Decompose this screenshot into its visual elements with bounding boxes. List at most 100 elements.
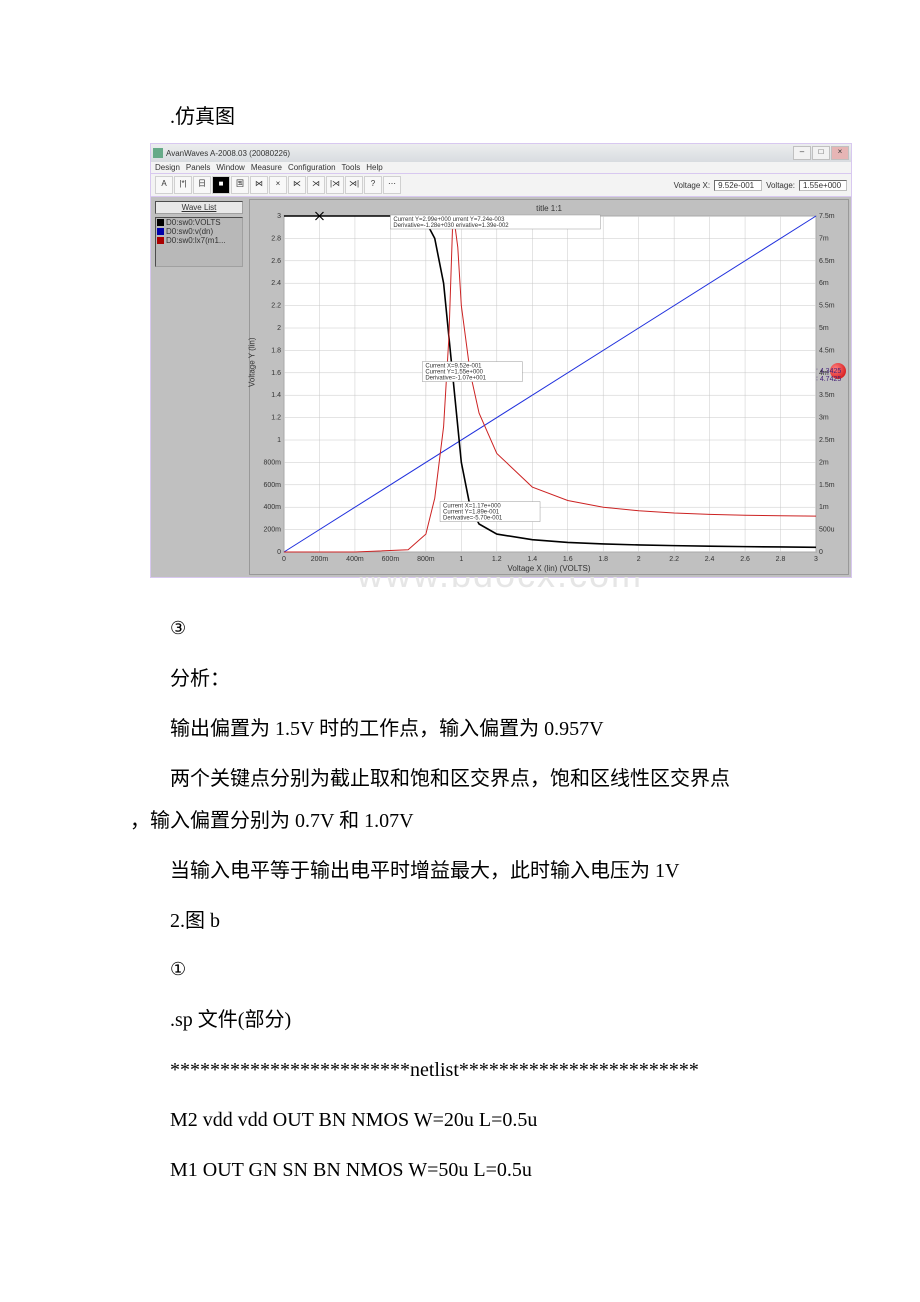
toolbar-btn[interactable]: ⋉ bbox=[288, 176, 306, 194]
svg-text:2.6: 2.6 bbox=[740, 556, 750, 563]
sidebar: Wave List D0:sw0:VOLTS D0:sw0:v(dn) D0:s… bbox=[151, 197, 247, 577]
toolbar-btn[interactable]: |⋊ bbox=[326, 176, 344, 194]
circled-1: ① bbox=[170, 959, 840, 980]
svg-text:2.2: 2.2 bbox=[271, 303, 281, 310]
svg-text:2m: 2m bbox=[819, 459, 829, 466]
svg-text:Derivative=-1.28e+030 erivativ: Derivative=-1.28e+030 erivative=1.39e-00… bbox=[393, 223, 509, 229]
svg-text:2.8: 2.8 bbox=[271, 235, 281, 242]
color-swatch bbox=[157, 237, 164, 244]
svg-text:3m: 3m bbox=[819, 415, 829, 422]
menu-help[interactable]: Help bbox=[366, 163, 382, 172]
analysis-line: 输出偏置为 1.5V 时的工作点，输入偏置为 0.957V bbox=[170, 713, 840, 745]
wavelist[interactable]: D0:sw0:VOLTS D0:sw0:v(dn) D0:sw0:lx7(m1.… bbox=[155, 217, 243, 267]
svg-text:400m: 400m bbox=[263, 504, 281, 511]
svg-text:1.2: 1.2 bbox=[492, 556, 502, 563]
toolbar-btn[interactable]: ⋈ bbox=[250, 176, 268, 194]
chart-svg: 0 200m 400m 600m 800m 1 1.2 1.4 1.6 1.8 2 2.2 2.4 2.6… bbox=[250, 200, 850, 574]
menu-design[interactable]: Design bbox=[155, 163, 180, 172]
svg-text:4m: 4m bbox=[819, 370, 829, 377]
svg-text:1.4: 1.4 bbox=[527, 556, 537, 563]
plot-area[interactable]: title 1:1 Voltage Y (lin) Voltage X (lin… bbox=[247, 197, 851, 577]
svg-text:3: 3 bbox=[277, 213, 281, 220]
svg-text:5m: 5m bbox=[819, 325, 829, 332]
analysis-line: ，输入偏置分别为 0.7V 和 1.07V bbox=[130, 805, 840, 837]
svg-text:5.5m: 5.5m bbox=[819, 303, 835, 310]
minimize-button[interactable]: – bbox=[793, 146, 811, 160]
toolbar-btn[interactable]: 日 bbox=[193, 176, 211, 194]
svg-text:6.5m: 6.5m bbox=[819, 258, 835, 265]
menu-window[interactable]: Window bbox=[216, 163, 244, 172]
menu-panels[interactable]: Panels bbox=[186, 163, 210, 172]
svg-text:2.6: 2.6 bbox=[271, 258, 281, 265]
netlist-line: M2 vdd vdd OUT BN NMOS W=20u L=0.5u bbox=[170, 1104, 840, 1136]
svg-text:2: 2 bbox=[637, 556, 641, 563]
svg-text:0: 0 bbox=[277, 549, 281, 556]
svg-text:4.5m: 4.5m bbox=[819, 347, 835, 354]
avanwaves-window: AvanWaves A-2008.03 (20080226) – □ × Des… bbox=[150, 143, 852, 578]
color-swatch bbox=[157, 228, 164, 235]
svg-text:2.5m: 2.5m bbox=[819, 437, 835, 444]
wavelist-item[interactable]: D0:sw0:lx7(m1... bbox=[156, 236, 242, 245]
circled-3: ③ bbox=[170, 618, 840, 639]
svg-text:2.4: 2.4 bbox=[271, 280, 281, 287]
svg-text:0: 0 bbox=[819, 549, 823, 556]
svg-text:1.6: 1.6 bbox=[271, 370, 281, 377]
svg-text:800m: 800m bbox=[417, 556, 435, 563]
svg-text:500u: 500u bbox=[819, 527, 835, 534]
readout-vy-label: Voltage: bbox=[766, 181, 795, 190]
svg-text:Derivative=-5.70e-001: Derivative=-5.70e-001 bbox=[443, 516, 503, 522]
wavelist-title: Wave List bbox=[155, 201, 243, 214]
toolbar-btn[interactable]: A bbox=[155, 176, 173, 194]
app-icon bbox=[153, 148, 163, 158]
section-2b: 2.图 b bbox=[170, 905, 840, 937]
svg-text:2: 2 bbox=[277, 325, 281, 332]
toolbar-btn[interactable]: × bbox=[269, 176, 287, 194]
svg-text:1: 1 bbox=[277, 437, 281, 444]
toolbar: A |*| 日 ■ 国 ⋈ × ⋉ ⋊ |⋊ ⋊| ? ⋯ Voltage X:… bbox=[151, 174, 851, 197]
analysis-line: 当输入电平等于输出电平时增益最大，此时输入电压为 1V bbox=[170, 855, 840, 887]
menu-tools[interactable]: Tools bbox=[342, 163, 361, 172]
close-button[interactable]: × bbox=[831, 146, 849, 160]
wave-label: D0:sw0:VOLTS bbox=[166, 218, 221, 227]
toolbar-btn[interactable]: |*| bbox=[174, 176, 192, 194]
maximize-button[interactable]: □ bbox=[812, 146, 830, 160]
wavelist-item[interactable]: D0:sw0:VOLTS bbox=[156, 218, 242, 227]
window-title: AvanWaves A-2008.03 (20080226) bbox=[166, 149, 290, 158]
svg-text:1: 1 bbox=[459, 556, 463, 563]
readout-vy-value: 1.55e+000 bbox=[799, 180, 847, 191]
svg-text:600m: 600m bbox=[382, 556, 400, 563]
svg-text:Derivative=-1.07e+001: Derivative=-1.07e+001 bbox=[425, 376, 486, 382]
svg-text:1.8: 1.8 bbox=[598, 556, 608, 563]
toolbar-buttons: A |*| 日 ■ 国 ⋈ × ⋉ ⋊ |⋊ ⋊| ? ⋯ bbox=[155, 176, 401, 194]
analysis-heading: 分析： bbox=[170, 663, 840, 695]
svg-text:7.5m: 7.5m bbox=[819, 213, 835, 220]
wavelist-item[interactable]: D0:sw0:v(dn) bbox=[156, 227, 242, 236]
readout-vx-value: 9.52e-001 bbox=[714, 180, 762, 191]
svg-text:6m: 6m bbox=[819, 280, 829, 287]
toolbar-btn[interactable]: ■ bbox=[212, 176, 230, 194]
wave-label: D0:sw0:v(dn) bbox=[166, 227, 213, 236]
wave-label: D0:sw0:lx7(m1... bbox=[166, 236, 226, 245]
menu-measure[interactable]: Measure bbox=[251, 163, 282, 172]
toolbar-btn[interactable]: ⋯ bbox=[383, 176, 401, 194]
menubar: Design Panels Window Measure Configurati… bbox=[151, 162, 851, 174]
toolbar-btn[interactable]: ⋊| bbox=[345, 176, 363, 194]
section-title: .仿真图 bbox=[170, 100, 840, 129]
svg-text:3.5m: 3.5m bbox=[819, 392, 835, 399]
sp-file-heading: .sp 文件(部分) bbox=[170, 1004, 840, 1036]
svg-text:600m: 600m bbox=[263, 482, 281, 489]
svg-text:1.4: 1.4 bbox=[271, 392, 281, 399]
toolbar-btn[interactable]: ⋊ bbox=[307, 176, 325, 194]
menu-configuration[interactable]: Configuration bbox=[288, 163, 336, 172]
svg-text:1m: 1m bbox=[819, 504, 829, 511]
readout-vx-label: Voltage X: bbox=[674, 181, 710, 190]
svg-text:0: 0 bbox=[282, 556, 286, 563]
svg-text:1.2: 1.2 bbox=[271, 415, 281, 422]
svg-text:2.2: 2.2 bbox=[669, 556, 679, 563]
toolbar-btn[interactable]: ? bbox=[364, 176, 382, 194]
svg-text:1.6: 1.6 bbox=[563, 556, 573, 563]
svg-text:2.8: 2.8 bbox=[776, 556, 786, 563]
toolbar-btn[interactable]: 国 bbox=[231, 176, 249, 194]
svg-text:1.5m: 1.5m bbox=[819, 482, 835, 489]
svg-text:200m: 200m bbox=[263, 527, 281, 534]
